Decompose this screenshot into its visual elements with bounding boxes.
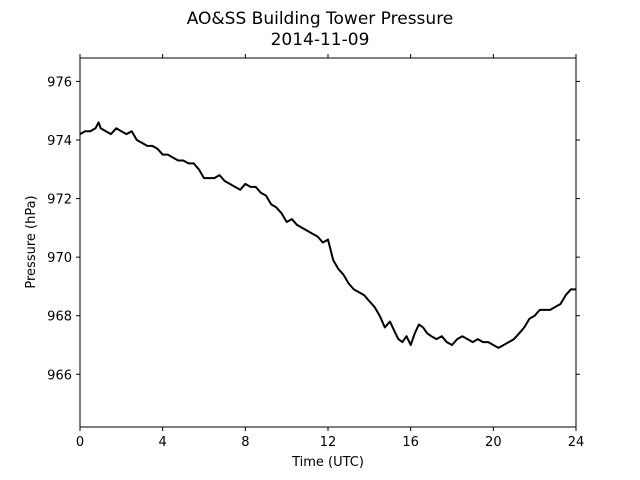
series-line-0 [79,121,576,349]
x-tick-label: 0 [76,435,84,450]
plot-area [79,57,577,428]
x-tick-label: 8 [241,435,249,450]
x-tick-label: 4 [159,435,167,450]
x-tick-label: 16 [402,435,419,450]
y-tick-label: 968 [47,310,72,325]
y-tick-label: 966 [47,368,72,383]
y-tick-label: 972 [47,193,72,208]
x-axis: 0 4 8 12 16 20 24 [76,54,584,450]
x-tick-label: 12 [320,435,337,450]
x-tick-label: 24 [568,435,585,450]
y-tick-label: 976 [47,75,72,90]
chart-subtitle: 2014-11-09 [271,30,370,50]
y-tick-label: 974 [47,134,72,149]
y-tick-label: 970 [47,251,72,266]
chart-title: AO&SS Building Tower Pressure [187,9,454,29]
y-axis-label: Pressure (hPa) [24,195,39,288]
x-axis-label: Time (UTC) [291,455,364,470]
y-axis: 966 968 970 972 974 976 [47,75,580,383]
x-tick-label: 20 [485,435,502,450]
